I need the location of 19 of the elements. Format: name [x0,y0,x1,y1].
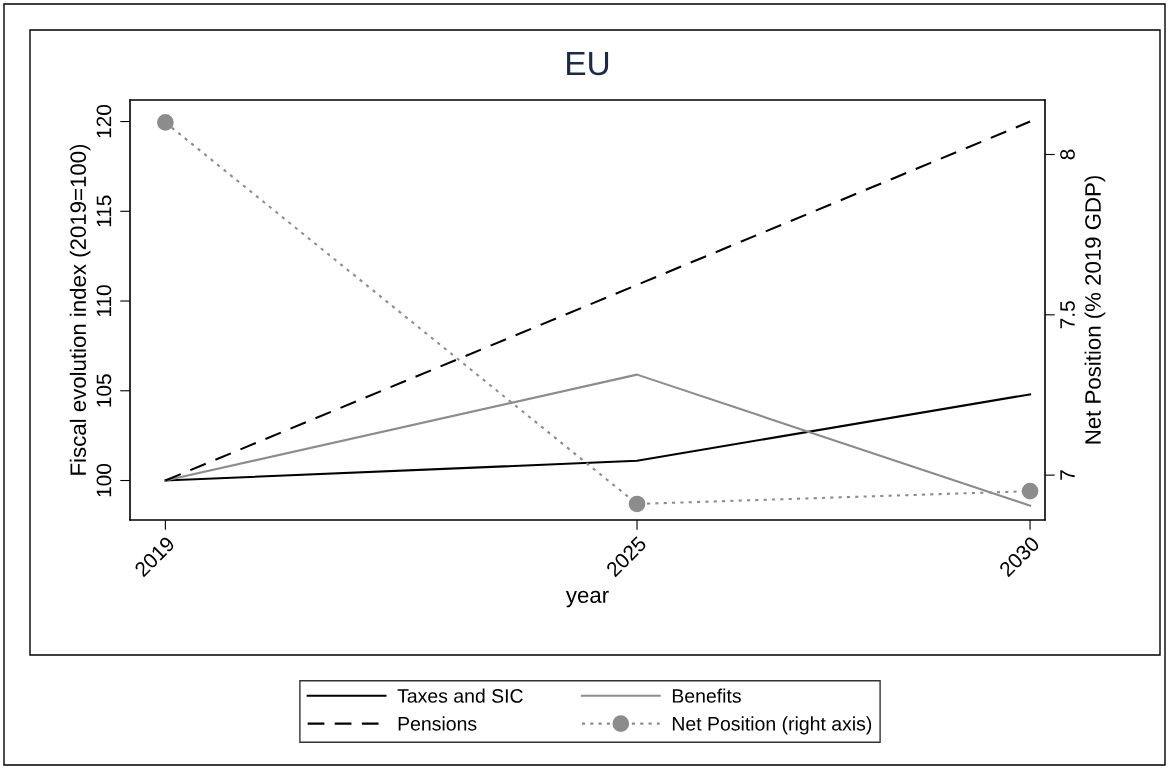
point [157,114,174,131]
legend-label: Benefits [672,688,741,703]
y-tick-label: 110 [96,285,112,317]
y-tick-label: 105 [96,374,112,407]
y-axis-title: Fiscal evolution index (2019=100) [69,144,91,475]
y2-tick-label: 8 [1060,149,1075,160]
chart-title: EU [567,52,609,76]
y2-tick-label: 7 [1060,470,1075,480]
y2-tick-label: 7.5 [1060,301,1075,329]
legend-label: Net Position (right axis) [672,716,872,735]
x-axis-title: year [565,590,609,608]
point [1021,482,1039,500]
legend-label: Taxes and SIC [397,688,523,703]
point [628,495,646,513]
y-tick-label: 120 [96,104,112,138]
y-tick-label: 100 [96,463,112,497]
legend-label: Pensions [398,716,477,731]
y-tick-label: 115 [96,195,112,227]
y2-axis-title: Net Position (% 2019 GDP) [1084,176,1106,444]
